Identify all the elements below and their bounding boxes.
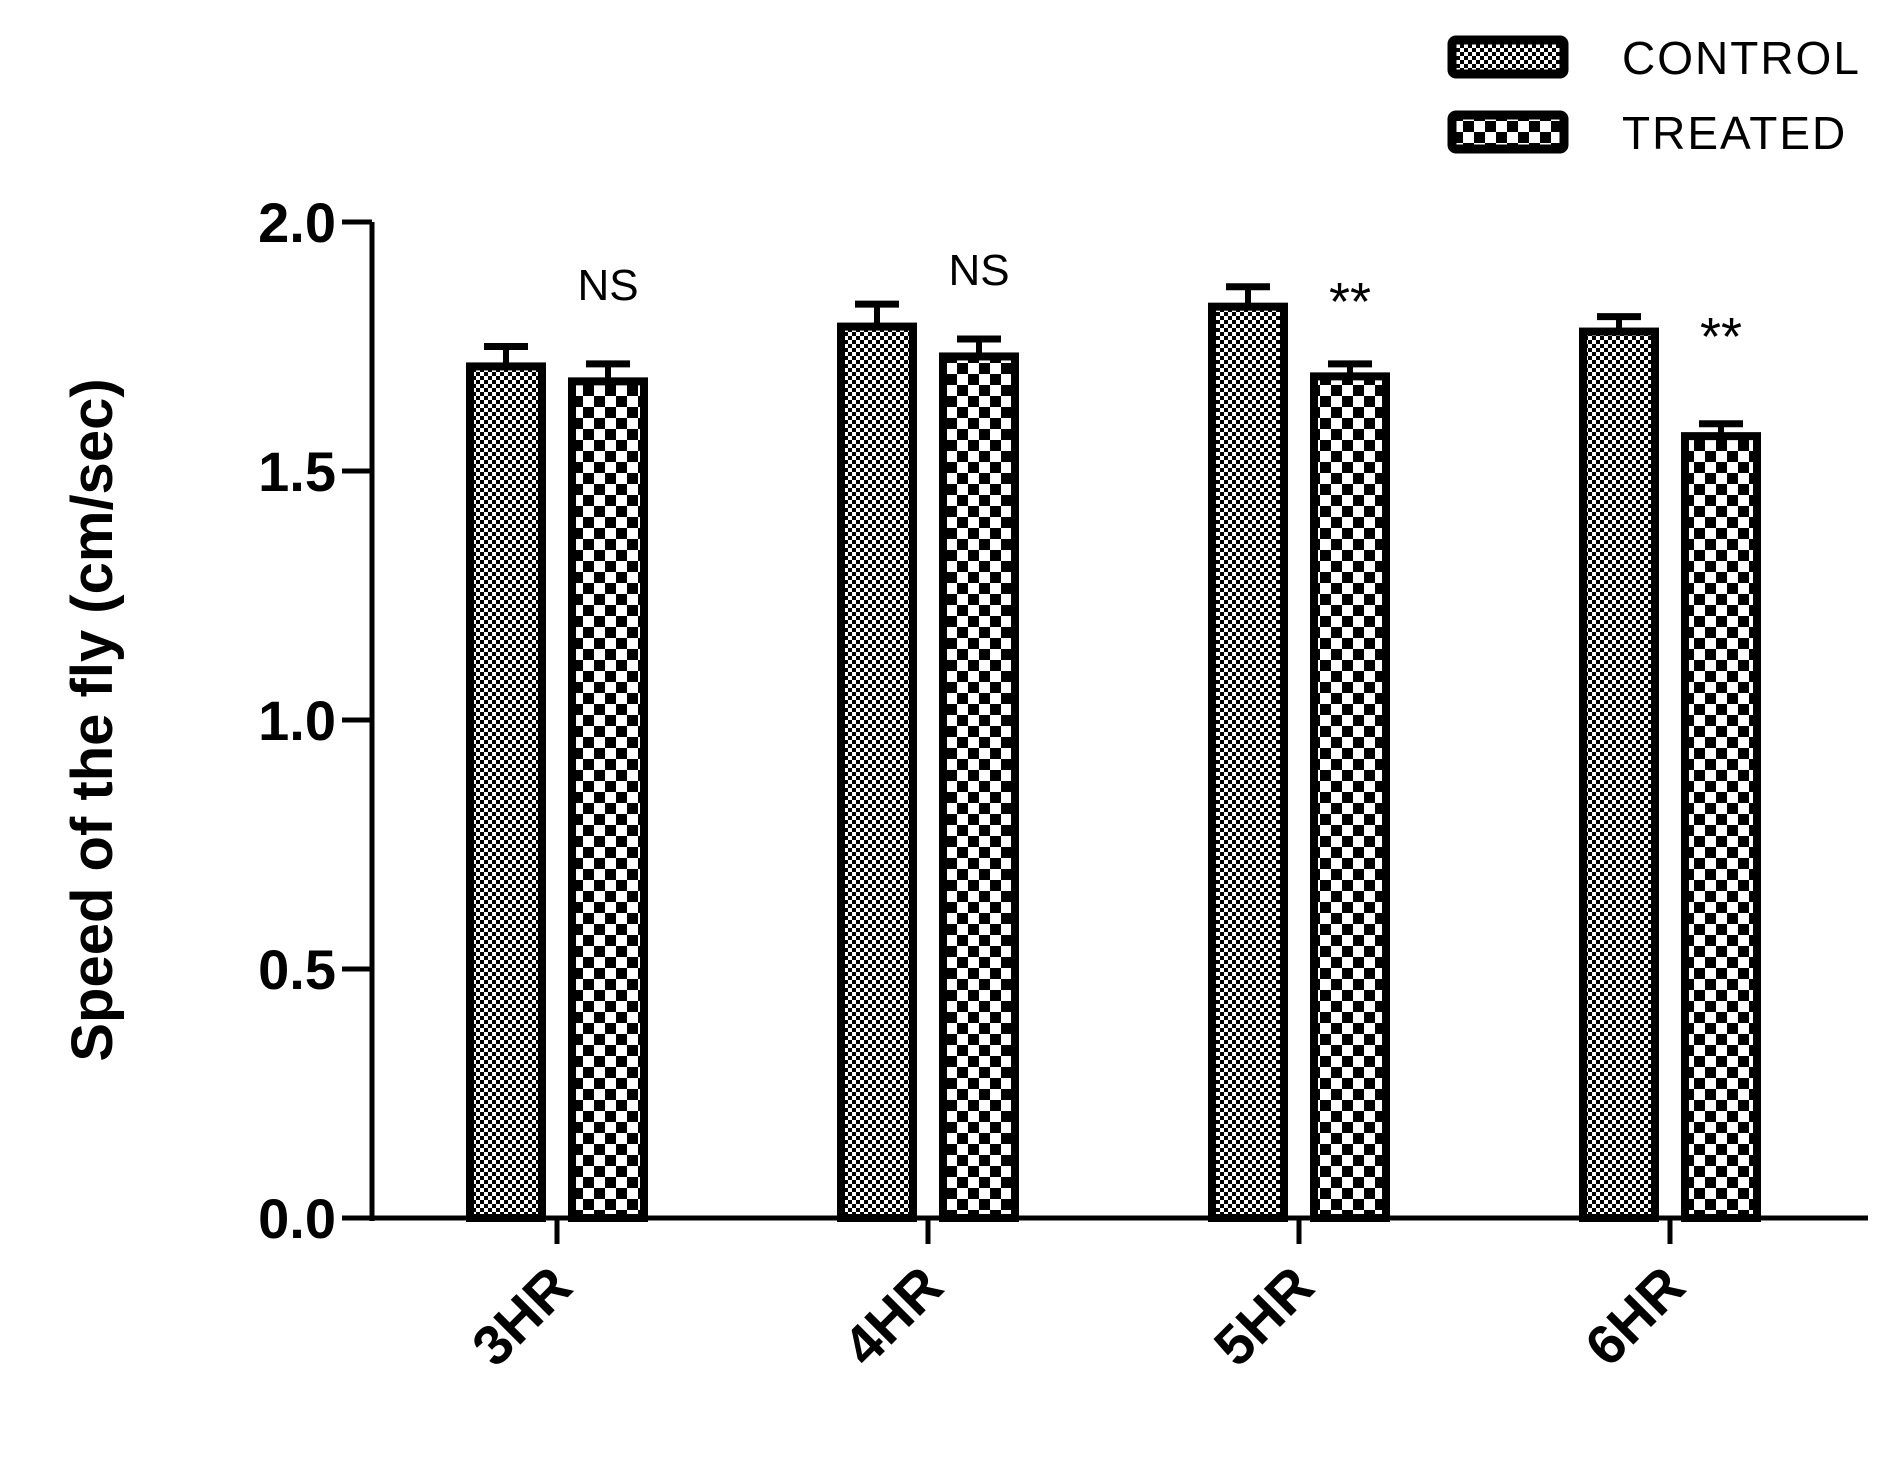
bar-control-5hr: [1208, 302, 1288, 1223]
x-tick-label: 3HR: [460, 1254, 584, 1378]
legend-label-control: CONTROL: [1622, 32, 1861, 84]
significance-label: **: [1329, 272, 1371, 332]
legend-label-treated: TREATED: [1622, 107, 1847, 159]
y-tick-label: 0.0: [258, 1187, 336, 1250]
bar-control-6hr: [1579, 327, 1659, 1222]
y-tick-label: 0.5: [258, 938, 336, 1001]
bar-treated-6hr: [1681, 432, 1761, 1222]
x-tick-label: 5HR: [1202, 1254, 1326, 1378]
y-axis-title: Speed of the fly (cm/sec): [60, 378, 125, 1061]
bar-control-3hr: [466, 362, 546, 1223]
significance-label: NS: [948, 246, 1009, 295]
bars-layer: [466, 283, 1761, 1223]
axes-layer: [342, 219, 1868, 1244]
significance-label: **: [1700, 307, 1742, 367]
legend-swatch-treated: [1447, 110, 1569, 154]
bar-control-4hr: [837, 322, 917, 1222]
x-tick-label: 4HR: [831, 1254, 955, 1378]
bar-treated-5hr: [1310, 372, 1390, 1222]
significance-label: NS: [577, 261, 638, 310]
bar-treated-4hr: [939, 352, 1019, 1222]
legend: CONTROL TREATED: [1447, 32, 1861, 159]
legend-swatch-control: [1447, 35, 1569, 79]
y-tick-label: 1.5: [258, 440, 336, 503]
y-tick-label: 2.0: [258, 191, 336, 254]
y-tick-label: 1.0: [258, 689, 336, 752]
x-tick-label: 6HR: [1573, 1254, 1697, 1378]
bar-treated-3hr: [568, 377, 648, 1222]
